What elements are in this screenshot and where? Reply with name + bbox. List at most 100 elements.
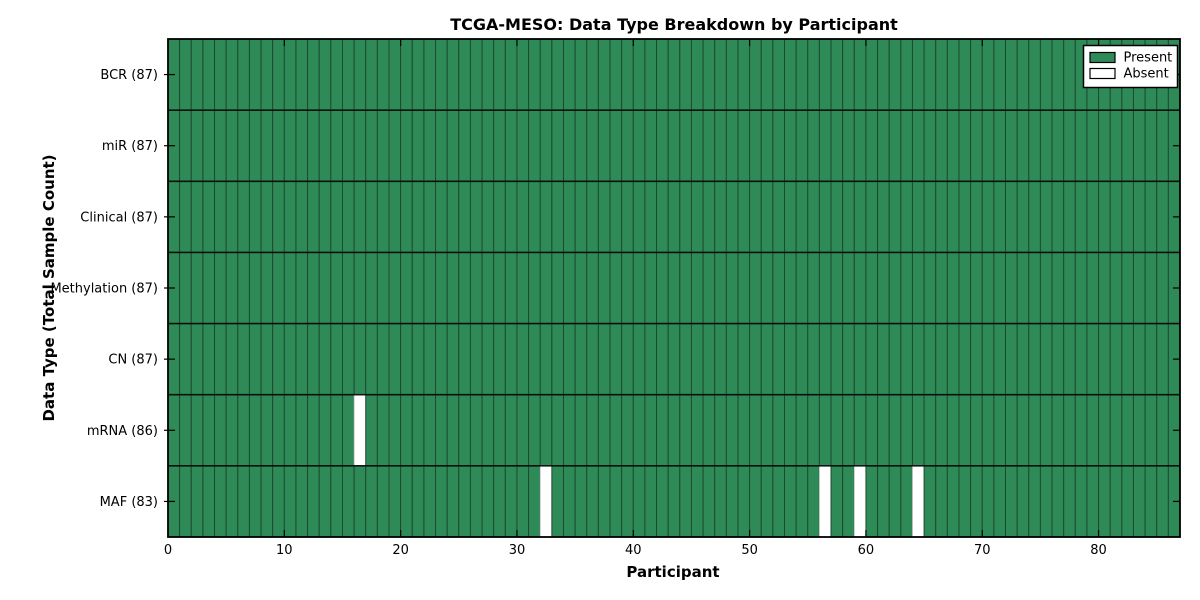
cell-present bbox=[504, 38, 518, 111]
cell-present bbox=[749, 465, 762, 538]
cell-present bbox=[877, 465, 890, 538]
cell-present bbox=[400, 38, 413, 111]
cell-present bbox=[1144, 323, 1158, 396]
cell-present bbox=[935, 251, 948, 325]
cell-present bbox=[725, 38, 739, 111]
cell-present bbox=[504, 180, 518, 253]
cell-present bbox=[888, 394, 902, 467]
cell-present bbox=[888, 465, 902, 538]
cell-present bbox=[562, 180, 576, 253]
cell-present bbox=[248, 180, 262, 253]
cell-present bbox=[970, 251, 983, 325]
cell-present bbox=[283, 394, 297, 467]
cell-present bbox=[714, 465, 727, 538]
cell-present bbox=[1016, 38, 1030, 111]
cell-present bbox=[446, 38, 460, 111]
cell-present bbox=[214, 109, 227, 182]
cell-present bbox=[958, 251, 972, 325]
chart-title: TCGA-MESO: Data Type Breakdown by Partic… bbox=[450, 15, 898, 34]
cell-present bbox=[749, 180, 762, 253]
cell-present bbox=[190, 251, 204, 325]
cell-present bbox=[621, 465, 634, 538]
cell-present bbox=[260, 394, 274, 467]
x-tick-label: 10 bbox=[276, 543, 293, 558]
cell-present bbox=[958, 394, 972, 467]
cell-present bbox=[772, 38, 785, 111]
cell-present bbox=[1051, 323, 1065, 396]
cell-present bbox=[272, 38, 285, 111]
cell-present bbox=[609, 251, 623, 325]
cell-present bbox=[1005, 251, 1018, 325]
cell-present bbox=[1039, 394, 1053, 467]
cell-present bbox=[818, 38, 832, 111]
cell-present bbox=[376, 465, 390, 538]
cell-present bbox=[423, 180, 437, 253]
cell-present bbox=[272, 180, 285, 253]
cell-present bbox=[1121, 109, 1134, 182]
cell-present bbox=[469, 180, 483, 253]
cell-present bbox=[772, 109, 785, 182]
cell-present bbox=[179, 109, 192, 182]
cell-present bbox=[597, 251, 611, 325]
cell-present bbox=[1132, 251, 1146, 325]
cell-present bbox=[307, 394, 320, 467]
cell-present bbox=[877, 180, 890, 253]
cell-present bbox=[1098, 180, 1111, 253]
cell-present bbox=[1051, 180, 1065, 253]
cell-present bbox=[958, 109, 972, 182]
cell-present bbox=[411, 323, 425, 396]
cell-present bbox=[1063, 394, 1076, 467]
cell-present bbox=[318, 394, 332, 467]
cell-present bbox=[644, 394, 658, 467]
cell-present bbox=[1074, 109, 1088, 182]
cell-present bbox=[330, 109, 343, 182]
cell-present bbox=[853, 38, 867, 111]
cell-present bbox=[458, 394, 471, 467]
cell-present bbox=[528, 251, 541, 325]
cell-present bbox=[795, 394, 809, 467]
cell-present bbox=[493, 180, 506, 253]
cell-present bbox=[621, 323, 634, 396]
cell-present bbox=[237, 394, 250, 467]
cell-present bbox=[202, 394, 216, 467]
cell-present bbox=[1074, 323, 1088, 396]
cell-present bbox=[725, 465, 739, 538]
cell-present bbox=[411, 109, 425, 182]
cell-present bbox=[248, 38, 262, 111]
cell-present bbox=[865, 109, 879, 182]
cell-present bbox=[214, 394, 227, 467]
heatmap-cells bbox=[167, 38, 1181, 538]
cell-present bbox=[446, 251, 460, 325]
cell-present bbox=[237, 38, 250, 111]
cell-present bbox=[318, 323, 332, 396]
cell-present bbox=[1063, 323, 1076, 396]
cell-present bbox=[656, 180, 669, 253]
cell-present bbox=[1016, 465, 1030, 538]
cell-present bbox=[1005, 323, 1018, 396]
cell-present bbox=[202, 109, 216, 182]
cell-present bbox=[702, 394, 716, 467]
y-tick-label: Clinical (87) bbox=[80, 210, 158, 225]
cell-present bbox=[376, 394, 390, 467]
legend-swatch-absent bbox=[1089, 67, 1116, 80]
cell-present bbox=[958, 465, 972, 538]
cell-present bbox=[888, 180, 902, 253]
cell-present bbox=[504, 109, 518, 182]
cell-present bbox=[411, 251, 425, 325]
cell-present bbox=[458, 38, 471, 111]
cell-present bbox=[493, 251, 506, 325]
cell-present bbox=[1039, 180, 1053, 253]
cell-present bbox=[900, 323, 913, 396]
row-separators bbox=[168, 109, 1180, 467]
cell-present bbox=[1144, 109, 1158, 182]
cell-present bbox=[946, 465, 960, 538]
cell-present bbox=[190, 180, 204, 253]
cell-present bbox=[469, 394, 483, 467]
cell-present bbox=[446, 394, 460, 467]
cell-present bbox=[586, 323, 599, 396]
cell-present bbox=[842, 251, 855, 325]
cell-present bbox=[516, 323, 530, 396]
cell-present bbox=[1039, 109, 1053, 182]
cell-present bbox=[388, 251, 402, 325]
